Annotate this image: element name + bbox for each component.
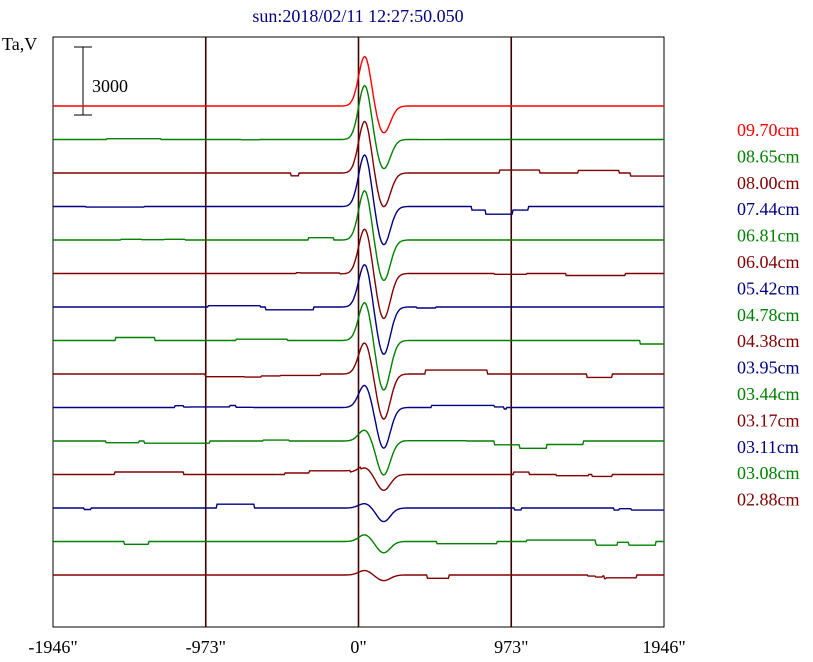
legend: 09.70cm 08.65cm 08.00cm 07.44cm 06.81cm 06.04… [737, 120, 800, 510]
series-line-04.38cm [53, 342, 664, 420]
plot-area [52, 36, 665, 628]
x-tick-label: -973" [186, 637, 226, 657]
x-tick-label: 0" [350, 637, 366, 657]
series-line-03.08cm [53, 534, 664, 554]
y-axis-label: Ta,V [2, 34, 37, 54]
legend-entry: 04.78cm [737, 305, 800, 325]
series-line-08.00cm [53, 120, 664, 208]
x-tick-label: -1946" [28, 637, 77, 657]
legend-entry: 07.44cm [737, 199, 800, 219]
x-tick-label: 973" [494, 637, 528, 657]
legend-entry: 02.88cm [737, 490, 800, 510]
series-line-06.81cm [53, 189, 664, 282]
legend-entry: 03.17cm [737, 410, 800, 430]
x-tick-labels: -1946" -973" 0" 973" 1946" [28, 637, 685, 657]
series-line-03.11cm [53, 503, 664, 523]
scale-bar-label: 3000 [92, 76, 128, 96]
series-line-09.70cm [53, 55, 664, 134]
legend-entry: 06.04cm [737, 252, 800, 272]
series-line-06.04cm [53, 228, 664, 320]
legend-entry: 06.81cm [737, 226, 800, 246]
legend-entry: 03.11cm [737, 437, 799, 457]
series-line-03.17cm [53, 466, 664, 492]
legend-entry: 03.44cm [737, 384, 800, 404]
x-tick-label: 1946" [642, 637, 685, 657]
legend-entry: 08.65cm [737, 146, 800, 166]
chart-title: sun:2018/02/11 12:27:50.050 [252, 6, 463, 26]
legend-entry: 03.08cm [737, 463, 800, 483]
series-line-05.42cm [53, 264, 664, 355]
series-line-04.78cm [53, 302, 664, 391]
legend-entry: 03.95cm [737, 358, 800, 378]
series-line-08.65cm [53, 84, 664, 170]
series-line-03.95cm [53, 384, 664, 449]
legend-entry: 08.00cm [737, 173, 800, 193]
legend-entry: 09.70cm [737, 120, 800, 140]
legend-entry: 04.38cm [737, 331, 800, 351]
series-line-02.88cm [53, 569, 664, 582]
legend-entry: 05.42cm [737, 278, 800, 298]
series-line-07.44cm [53, 154, 664, 246]
series-line-03.44cm [53, 429, 664, 476]
